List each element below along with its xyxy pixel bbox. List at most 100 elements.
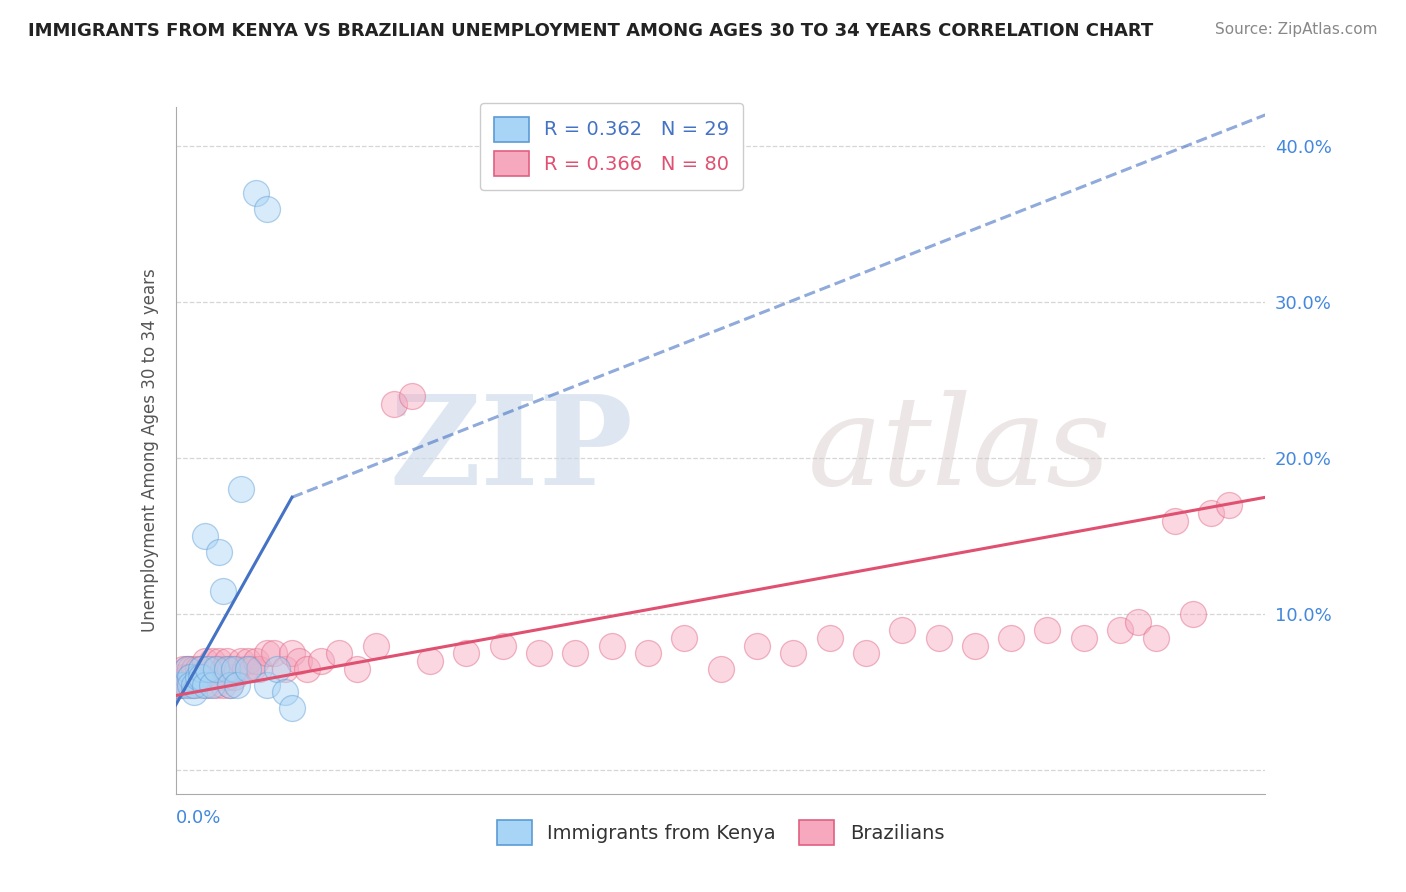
Text: atlas: atlas: [807, 390, 1111, 511]
Point: [215, 662, 238, 676]
Text: IMMIGRANTS FROM KENYA VS BRAZILIAN UNEMPLOYMENT AMONG AGES 30 TO 34 YEARS CORREL: IMMIGRANTS FROM KENYA VS BRAZILIAN UNEMP…: [28, 22, 1153, 40]
Point: [288, 654, 311, 668]
Point: [190, 662, 212, 676]
Point: [176, 662, 198, 676]
Text: Source: ZipAtlas.com: Source: ZipAtlas.com: [1215, 22, 1378, 37]
Point: [201, 678, 224, 692]
Point: [346, 662, 368, 676]
Point: [226, 662, 249, 676]
Point: [274, 662, 297, 676]
Point: [204, 678, 226, 692]
Point: [219, 678, 242, 692]
Point: [222, 670, 245, 684]
Y-axis label: Unemployment Among Ages 30 to 34 years: Unemployment Among Ages 30 to 34 years: [141, 268, 159, 632]
Point: [1000, 631, 1022, 645]
Point: [295, 662, 318, 676]
Point: [1146, 631, 1168, 645]
Point: [222, 662, 245, 676]
Point: [564, 646, 586, 660]
Text: ZIP: ZIP: [389, 390, 633, 511]
Point: [201, 670, 224, 684]
Point: [1036, 623, 1059, 637]
Point: [183, 685, 205, 699]
Point: [179, 670, 201, 684]
Point: [963, 639, 986, 653]
Point: [172, 678, 194, 692]
Point: [673, 631, 696, 645]
Point: [1109, 623, 1132, 637]
Point: [1073, 631, 1095, 645]
Point: [176, 670, 198, 684]
Point: [194, 670, 217, 684]
Point: [256, 678, 278, 692]
Point: [782, 646, 804, 660]
Point: [600, 639, 623, 653]
Point: [419, 654, 441, 668]
Point: [382, 396, 405, 410]
Point: [266, 662, 288, 676]
Point: [1181, 607, 1204, 622]
Text: 0.0%: 0.0%: [176, 809, 221, 827]
Point: [208, 654, 231, 668]
Point: [233, 662, 256, 676]
Point: [364, 639, 387, 653]
Point: [328, 646, 350, 660]
Point: [219, 678, 242, 692]
Point: [309, 654, 332, 668]
Point: [179, 662, 201, 676]
Point: [204, 662, 226, 676]
Point: [238, 662, 260, 676]
Point: [281, 701, 304, 715]
Point: [1199, 506, 1222, 520]
Point: [201, 654, 224, 668]
Point: [928, 631, 950, 645]
Point: [245, 186, 267, 200]
Point: [256, 202, 278, 216]
Point: [710, 662, 733, 676]
Point: [176, 662, 198, 676]
Point: [238, 654, 260, 668]
Point: [204, 662, 226, 676]
Point: [256, 646, 278, 660]
Point: [176, 678, 198, 692]
Point: [172, 670, 194, 684]
Point: [183, 670, 205, 684]
Point: [212, 583, 235, 598]
Point: [212, 662, 235, 676]
Point: [197, 662, 219, 676]
Point: [637, 646, 659, 660]
Point: [169, 678, 191, 692]
Point: [401, 389, 423, 403]
Point: [263, 646, 285, 660]
Point: [190, 678, 212, 692]
Point: [197, 678, 219, 692]
Point: [245, 654, 267, 668]
Point: [855, 646, 877, 660]
Point: [281, 646, 304, 660]
Point: [172, 662, 194, 676]
Point: [186, 670, 209, 684]
Point: [891, 623, 914, 637]
Point: [492, 639, 515, 653]
Point: [818, 631, 841, 645]
Point: [190, 670, 212, 684]
Point: [172, 678, 194, 692]
Point: [169, 678, 191, 692]
Point: [215, 654, 238, 668]
Point: [169, 670, 191, 684]
Point: [179, 670, 201, 684]
Point: [179, 678, 201, 692]
Point: [274, 685, 297, 699]
Point: [527, 646, 550, 660]
Point: [194, 654, 217, 668]
Point: [183, 678, 205, 692]
Point: [186, 670, 209, 684]
Point: [231, 483, 253, 497]
Point: [186, 662, 209, 676]
Point: [231, 654, 253, 668]
Point: [456, 646, 478, 660]
Point: [194, 678, 217, 692]
Point: [197, 662, 219, 676]
Point: [179, 678, 201, 692]
Point: [212, 678, 235, 692]
